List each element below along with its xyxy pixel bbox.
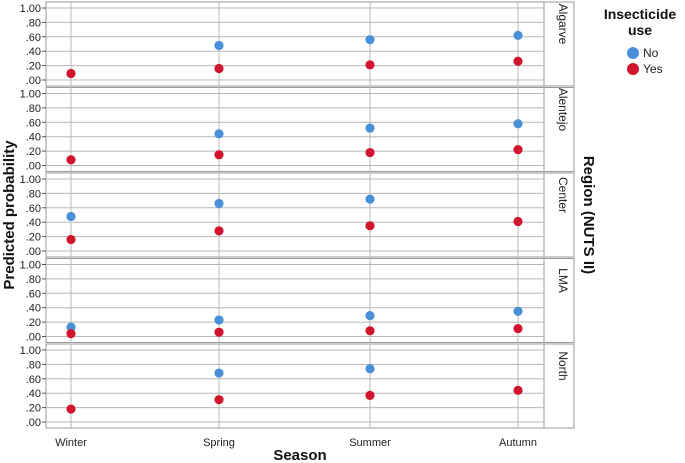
- y-tick-label: .00: [26, 332, 41, 344]
- point-no-spring: [214, 368, 224, 378]
- y-tick-label: .20: [26, 146, 41, 158]
- y-tick-label: .80: [26, 188, 41, 200]
- point-no-winter: [66, 211, 76, 222]
- facet-panel-alentejo: .00 .20 .40 .60 .80 1.00 Alentejo: [20, 87, 575, 173]
- point-yes-autumn: [513, 145, 523, 155]
- point-no-summer: [365, 35, 375, 45]
- point-yes-winter: [66, 155, 76, 165]
- y-tick-label: 1.00: [20, 260, 41, 272]
- point-yes-summer: [365, 221, 375, 231]
- legend-title-line-1: Insecticide: [604, 6, 677, 22]
- legend-title-line-2: use: [628, 22, 652, 38]
- panel-frame: [45, 172, 575, 258]
- y-tick-label: .80: [26, 274, 41, 286]
- y-tick-label: .60: [26, 203, 41, 215]
- legend-label-yes: Yes: [643, 62, 663, 76]
- point-yes-winter: [66, 234, 76, 245]
- panel-frame: [45, 87, 575, 172]
- y-axis-title: Predicted probability: [1, 140, 18, 290]
- point-no-summer: [365, 364, 375, 374]
- facet-panel-lma: .00 .20 .40 .60 .80 1.00 LMA: [20, 258, 575, 344]
- point-no-spring: [214, 315, 224, 325]
- point-no-spring: [214, 129, 224, 139]
- y-tick-label: .20: [26, 317, 41, 329]
- y-tick-label: 1.00: [20, 3, 41, 15]
- facet-panel-north: .00 .20 .40 .60 .80 1.00 North: [20, 343, 575, 429]
- facet-axis-title: Region (NUTS II): [580, 156, 597, 274]
- point-no-summer: [365, 123, 375, 133]
- panel-frame: [45, 1, 575, 87]
- point-yes-autumn: [513, 56, 523, 66]
- y-tick-label: .00: [26, 246, 41, 258]
- point-no-spring: [214, 198, 224, 209]
- y-tick-label: .20: [26, 403, 41, 415]
- point-no-autumn: [513, 30, 523, 40]
- y-tick-label: .40: [26, 303, 41, 315]
- point-yes-summer: [365, 326, 375, 336]
- y-tick-label: .60: [26, 32, 41, 44]
- point-no-summer: [365, 194, 375, 204]
- legend-marker-no: [627, 47, 639, 59]
- y-tick-label: 1.00: [20, 89, 41, 101]
- y-tick-label: .00: [26, 417, 41, 429]
- panel-frame: [45, 343, 575, 429]
- point-yes-winter: [66, 68, 76, 79]
- point-no-summer: [365, 311, 375, 321]
- facet-label-lma: LMA: [556, 268, 570, 293]
- y-tick-label: .00: [26, 161, 41, 173]
- y-tick-label: .20: [26, 61, 41, 73]
- legend: Insecticide use No Yes: [604, 6, 677, 76]
- point-yes-spring: [214, 150, 224, 160]
- y-tick-label: .60: [26, 288, 41, 300]
- y-tick-label: .80: [26, 359, 41, 371]
- y-tick-label: .40: [26, 132, 41, 144]
- y-tick-label: .40: [26, 388, 41, 400]
- point-yes-spring: [214, 63, 224, 74]
- facet-label-alentejo: Alentejo: [556, 88, 570, 132]
- point-yes-summer: [365, 390, 375, 400]
- y-tick-label: .00: [26, 75, 41, 87]
- x-tick-label-summer: Summer: [349, 437, 391, 449]
- point-no-spring: [214, 40, 224, 51]
- legend-label-no: No: [643, 46, 659, 60]
- point-yes-winter: [66, 404, 76, 414]
- y-tick-label: .60: [26, 117, 41, 129]
- y-tick-label: 1.00: [20, 174, 41, 186]
- y-tick-label: .80: [26, 17, 41, 29]
- panel-frame: [45, 258, 575, 343]
- point-yes-autumn: [513, 385, 523, 395]
- y-tick-label: .40: [26, 46, 41, 58]
- facet-label-north: North: [556, 351, 570, 380]
- y-tick-label: .40: [26, 217, 41, 229]
- x-tick-label-autumn: Autumn: [499, 437, 537, 449]
- point-yes-spring: [214, 395, 224, 405]
- point-yes-spring: [214, 226, 224, 236]
- point-yes-spring: [214, 327, 224, 337]
- y-tick-label: .60: [26, 374, 41, 386]
- legend-marker-yes: [627, 63, 639, 75]
- point-yes-summer: [365, 60, 375, 70]
- y-tick-label: 1.00: [20, 345, 41, 357]
- x-tick-labels: Winter Spring Summer Autumn: [55, 437, 537, 449]
- facet-panel-algarve: .00 .20 .40 .60 .80 1.00 Algarve: [20, 1, 575, 87]
- point-yes-winter: [66, 329, 76, 339]
- facet-panels: .00 .20 .40 .60 .80 1.00 Algarve .00 .20 .40 .60 .8…: [20, 1, 575, 429]
- y-tick-label: .80: [26, 103, 41, 115]
- facet-label-algarve: Algarve: [556, 4, 570, 45]
- facet-panel-center: .00 .20 .40 .60 .80 1.00 Center: [20, 172, 575, 258]
- point-no-winter: [66, 322, 76, 332]
- point-no-autumn: [513, 306, 523, 316]
- x-tick-label-spring: Spring: [203, 437, 235, 449]
- facet-label-center: Center: [556, 177, 570, 213]
- point-yes-summer: [365, 147, 375, 158]
- point-yes-autumn: [513, 323, 523, 334]
- x-tick-label-winter: Winter: [55, 437, 87, 449]
- point-no-autumn: [513, 119, 523, 129]
- x-axis-title: Season: [273, 447, 326, 463]
- point-yes-autumn: [513, 216, 523, 227]
- y-tick-label: .20: [26, 232, 41, 244]
